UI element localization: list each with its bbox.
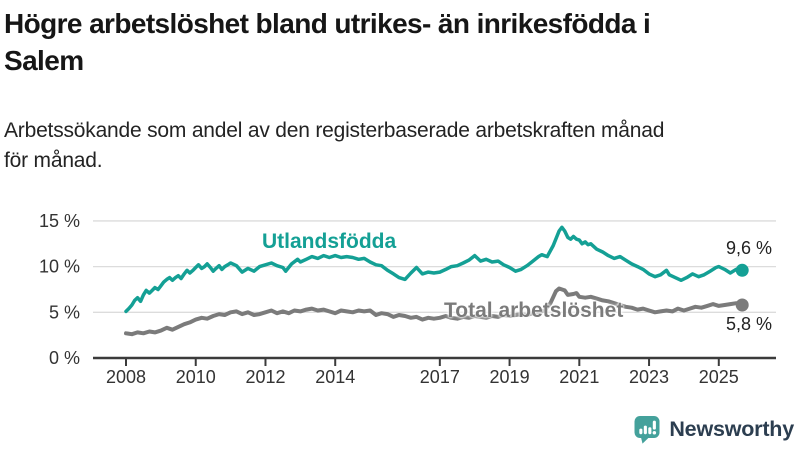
- newsworthy-logo: Newsworthy: [633, 415, 794, 444]
- bar-chart-speech-bubble-icon: [634, 416, 660, 444]
- x-tick-label: 2023: [629, 367, 669, 387]
- title-line-1: Högre arbetslöshet bland utrikes- än inr…: [4, 8, 651, 39]
- x-tick-label: 2014: [315, 367, 355, 387]
- x-tick-label: 2012: [245, 367, 285, 387]
- x-tick-label: 2008: [106, 367, 146, 387]
- series-label-total-arbetsloshet: Total arbetslöshet: [444, 299, 624, 322]
- x-tick-label: 2019: [490, 367, 530, 387]
- end-value-total-arbetsloshet: 5,8 %: [725, 314, 772, 334]
- series-line-0: [124, 225, 744, 314]
- end-value-utlandsfodda: 9,6 %: [725, 238, 772, 258]
- x-tick-label: 2025: [699, 367, 739, 387]
- title-line-2: Salem: [4, 45, 84, 76]
- y-tick-label: 15 %: [39, 211, 80, 231]
- newsworthy-wordmark: Newsworthy: [669, 417, 794, 441]
- series-label-utlandsfodda: Utlandsfödda: [262, 230, 397, 253]
- y-tick-label: 5 %: [49, 302, 80, 322]
- x-tick-label: 2017: [420, 367, 460, 387]
- subtitle-line-1: Arbetssökande som andel av den registerb…: [4, 119, 665, 142]
- x-tick-label: 2010: [176, 367, 216, 387]
- page-title: Högre arbetslöshet bland utrikes- än inr…: [4, 5, 651, 79]
- series-end-dot-0: [735, 263, 749, 277]
- chart-subtitle: Arbetssökande som andel av den registerb…: [4, 116, 664, 176]
- subtitle-line-2: för månad.: [4, 149, 103, 172]
- series-line-1: [124, 286, 745, 337]
- series-end-dot-1: [735, 298, 749, 312]
- y-tick-label: 0 %: [49, 348, 80, 368]
- y-tick-label: 10 %: [39, 257, 80, 277]
- x-tick-label: 2021: [559, 367, 599, 387]
